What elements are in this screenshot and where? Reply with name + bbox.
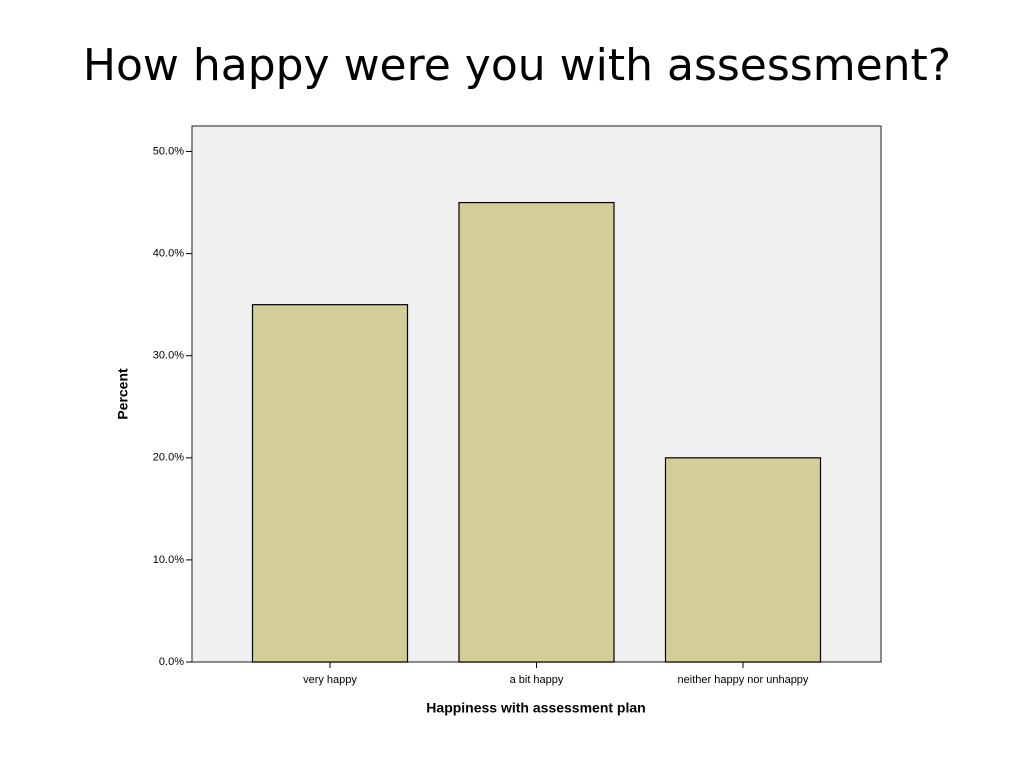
y-tick-label: 40.0% bbox=[153, 248, 184, 260]
bar bbox=[251, 304, 409, 663]
x-tick-label: neither happy nor unhappy bbox=[678, 674, 809, 686]
y-tick-label: 0.0% bbox=[159, 656, 184, 668]
x-tick-label: very happy bbox=[303, 674, 357, 686]
chart-title: How happy were you with assessment? bbox=[83, 40, 951, 91]
bar bbox=[664, 457, 822, 663]
y-axis-title: Percent bbox=[115, 368, 131, 420]
y-tick-label: 10.0% bbox=[153, 554, 184, 566]
x-axis-title: Happiness with assessment plan bbox=[426, 700, 645, 716]
y-tick-label: 50.0% bbox=[153, 145, 184, 157]
x-tick-label: a bit happy bbox=[510, 674, 564, 686]
bar bbox=[458, 201, 615, 663]
y-tick-label: 30.0% bbox=[153, 350, 184, 362]
y-tick-label: 20.0% bbox=[153, 452, 184, 464]
